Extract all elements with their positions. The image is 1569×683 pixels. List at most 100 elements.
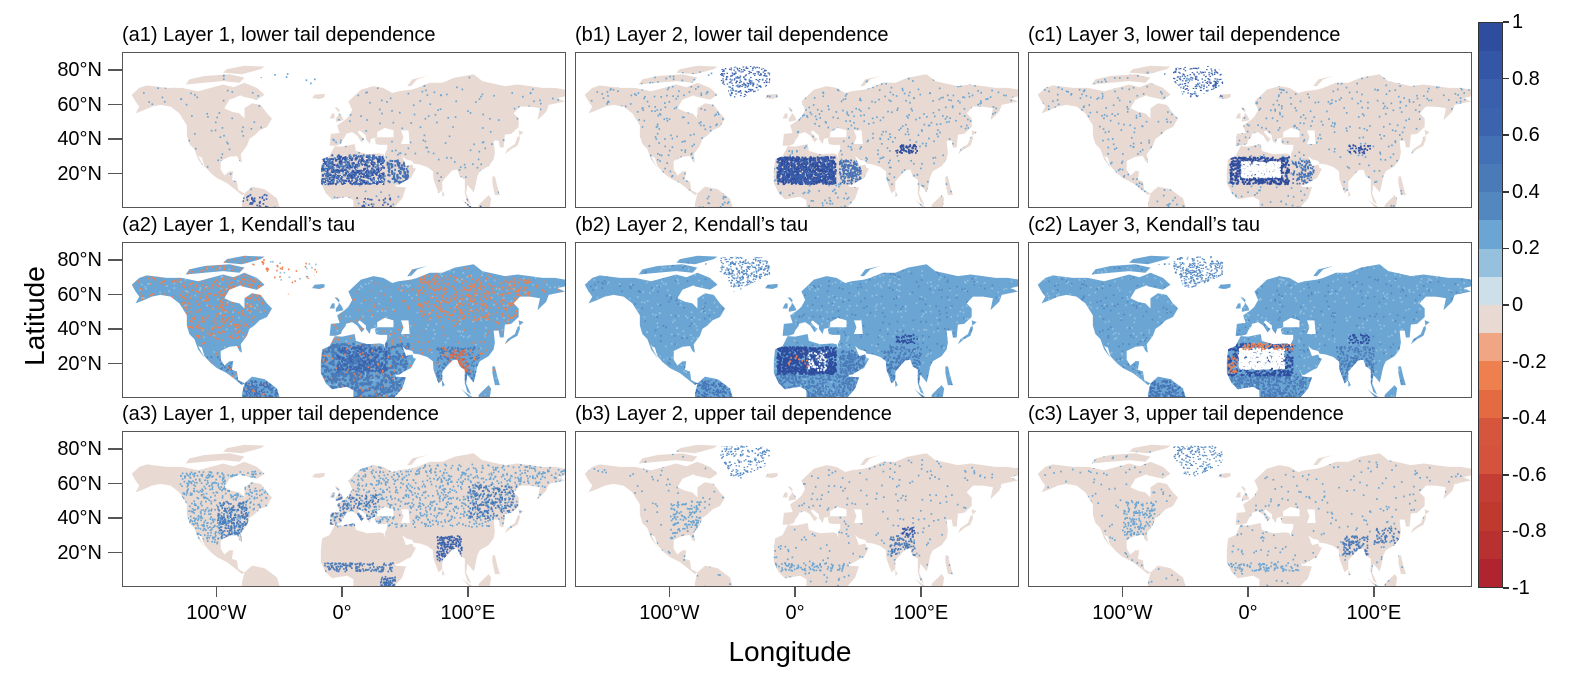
data-cell xyxy=(516,117,519,120)
data-cell xyxy=(733,152,735,155)
data-cell xyxy=(1295,109,1298,112)
data-cell xyxy=(809,182,812,185)
data-cell xyxy=(965,124,968,127)
data-cell xyxy=(796,131,799,134)
data-cell xyxy=(380,155,382,157)
data-cell xyxy=(1046,129,1048,132)
data-cell xyxy=(761,176,764,179)
data-cell xyxy=(748,80,751,82)
data-cell xyxy=(756,83,759,86)
data-cell xyxy=(746,134,749,137)
data-cell xyxy=(1252,139,1255,142)
data-cell xyxy=(338,166,341,169)
data-cell xyxy=(343,165,346,168)
data-cell xyxy=(401,127,404,130)
data-cell xyxy=(336,175,339,178)
data-cell xyxy=(1141,148,1144,151)
data-cell xyxy=(803,142,805,145)
data-cell xyxy=(402,169,405,172)
data-cell xyxy=(849,162,852,164)
data-cell xyxy=(1187,78,1190,80)
data-cell xyxy=(817,181,820,184)
data-cell xyxy=(799,170,802,173)
data-cell xyxy=(867,139,869,142)
data-cell xyxy=(782,181,785,184)
data-cell xyxy=(265,198,268,200)
data-cell xyxy=(347,157,349,159)
land-uk xyxy=(787,107,797,122)
data-cell xyxy=(406,160,409,163)
data-cell xyxy=(1103,113,1106,116)
data-cell xyxy=(353,175,356,178)
data-cell xyxy=(1414,109,1417,112)
data-cell xyxy=(229,173,232,175)
data-cell xyxy=(368,165,371,168)
data-cell xyxy=(810,164,813,167)
data-cell xyxy=(1281,155,1284,158)
data-cell xyxy=(795,175,798,178)
data-cell xyxy=(722,203,724,206)
data-cell xyxy=(693,133,695,136)
data-cell xyxy=(841,153,843,156)
data-cell xyxy=(780,180,783,183)
map-panel-a1 xyxy=(122,52,566,208)
data-cell xyxy=(773,167,776,170)
data-cell xyxy=(823,159,825,162)
land-baffin xyxy=(231,82,265,100)
data-cell xyxy=(662,178,664,181)
data-cell xyxy=(649,81,652,84)
data-cell xyxy=(851,165,853,167)
data-cell xyxy=(1184,128,1186,130)
data-cell xyxy=(1302,140,1305,143)
data-cell xyxy=(255,84,258,86)
data-cell xyxy=(855,166,857,169)
data-cell xyxy=(1344,77,1346,80)
data-cell xyxy=(601,175,603,178)
data-cell xyxy=(370,198,373,201)
data-cell xyxy=(904,193,907,196)
data-cell xyxy=(726,76,729,78)
data-cell xyxy=(242,126,244,129)
data-cell xyxy=(839,162,841,165)
land-nz xyxy=(860,75,881,87)
data-cell xyxy=(377,173,379,175)
data-cell xyxy=(758,81,760,83)
data-cell xyxy=(636,110,639,113)
data-cell xyxy=(979,147,981,150)
data-cell xyxy=(657,81,659,84)
data-cell xyxy=(730,75,732,77)
data-cell xyxy=(1014,128,1016,130)
data-cell xyxy=(258,202,261,205)
data-cell xyxy=(1127,162,1129,164)
data-cell xyxy=(812,177,815,180)
data-cell xyxy=(1181,93,1184,95)
data-cell xyxy=(1104,131,1107,134)
panel-title-a1: (a1) Layer 1, lower tail dependence xyxy=(122,25,436,45)
data-cell xyxy=(741,84,744,86)
data-cell xyxy=(812,156,815,159)
data-cell xyxy=(1127,108,1129,110)
data-cell xyxy=(326,164,329,167)
data-cell xyxy=(381,166,383,169)
y-tick-label: 80°N xyxy=(22,60,102,80)
data-cell xyxy=(338,197,341,200)
data-cell xyxy=(349,120,351,123)
data-cell xyxy=(754,98,757,101)
data-cell xyxy=(1087,197,1089,199)
data-cell xyxy=(592,137,595,140)
data-cell xyxy=(1345,86,1348,89)
data-cell xyxy=(913,144,916,146)
data-cell xyxy=(769,74,771,76)
data-cell xyxy=(928,201,930,203)
land-sa xyxy=(1147,186,1186,207)
data-cell xyxy=(992,199,994,202)
data-cell xyxy=(1044,113,1047,116)
data-cell xyxy=(362,180,365,183)
data-cell xyxy=(987,206,989,207)
data-cell xyxy=(1309,110,1312,113)
data-cell xyxy=(664,138,666,140)
data-cell xyxy=(380,161,382,163)
data-cell xyxy=(723,69,725,71)
data-cell xyxy=(1044,173,1047,175)
data-cell xyxy=(349,172,352,175)
